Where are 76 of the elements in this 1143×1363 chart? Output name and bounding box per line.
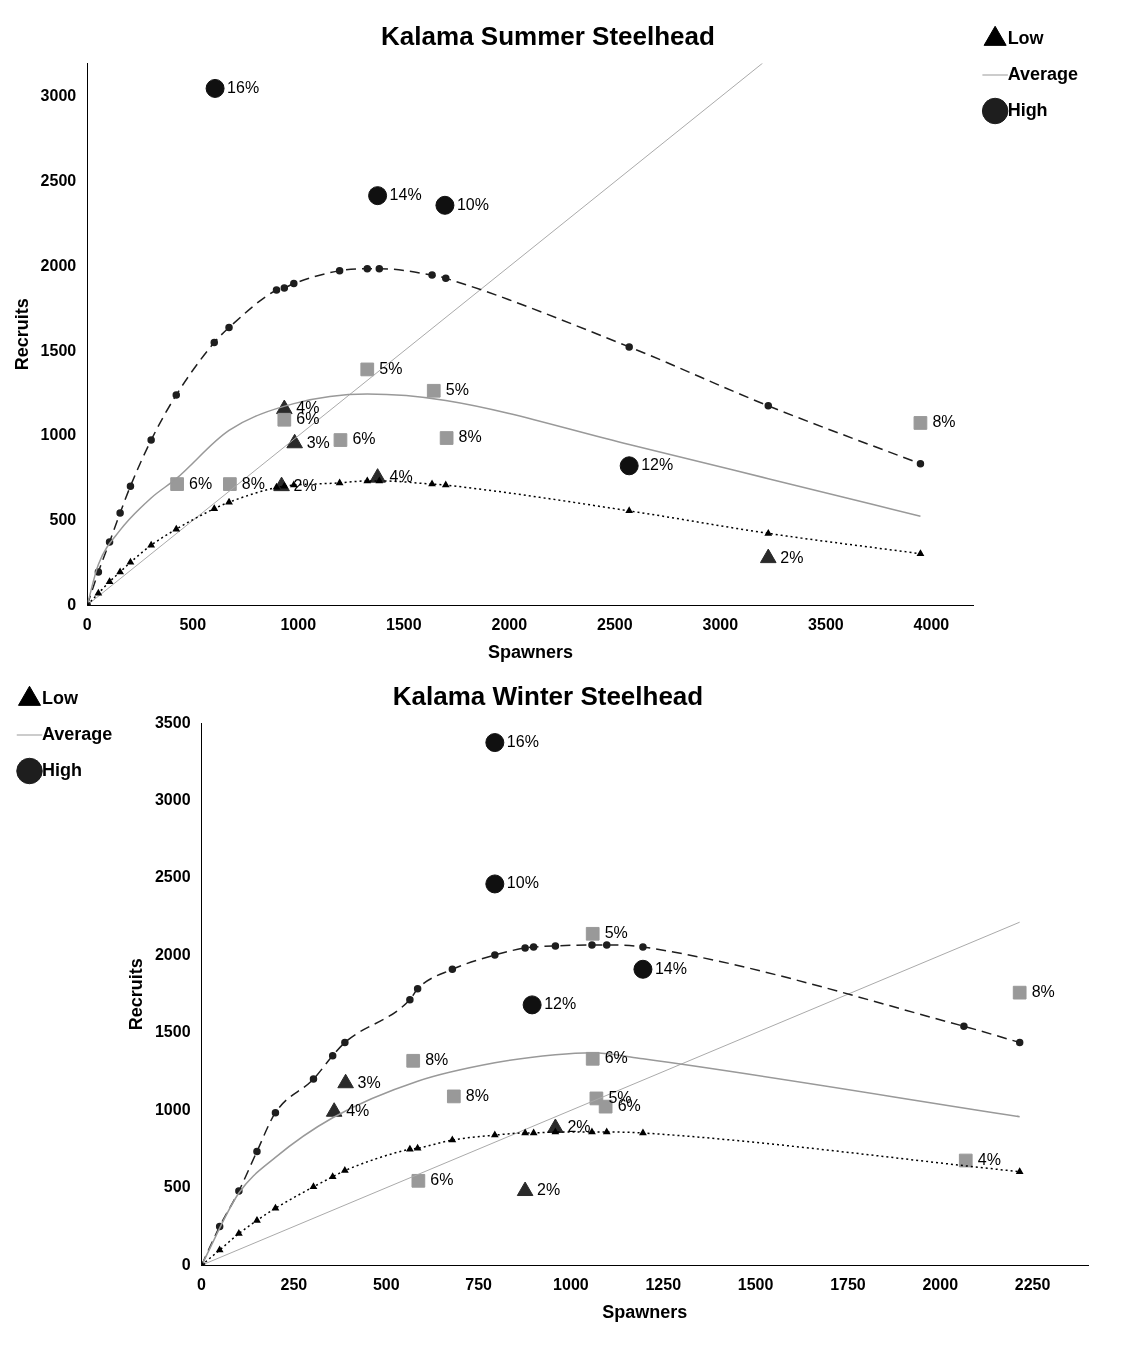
x-tick-label: 750 [465,1276,493,1294]
y-tick-label: 3000 [40,87,77,105]
x-tick-label: 2500 [597,616,633,634]
y-tick-label: 0 [67,595,77,613]
y-tick-label: 1000 [154,1100,191,1118]
legend-label: Low [42,687,79,708]
x-axis-title: Spawners [602,1302,688,1323]
y-tick-label: 1500 [40,341,77,359]
y-tick-label: 2500 [40,172,77,190]
y-axis-title: Recruits [126,958,147,1031]
annotation: 8% [241,474,265,492]
x-tick-label: 2000 [922,1276,959,1294]
x-axis-title: Spawners [487,642,573,663]
annotation: 5% [604,924,628,942]
y-tick-label: 1500 [154,1023,191,1041]
y-tick-label: 2000 [40,256,77,274]
x-tick-label: 1500 [737,1276,774,1294]
annotation: 8% [932,413,956,431]
legend-label: Average [1007,63,1078,84]
annotation: 8% [458,428,482,446]
y-tick-label: 500 [163,1178,191,1196]
annotation: 8% [425,1051,449,1069]
x-tick-label: 2000 [491,616,528,634]
x-tick-label: 250 [280,1276,308,1294]
annotation: 10% [506,874,539,892]
annotation: 3% [357,1073,381,1091]
legend-label: High [42,759,82,780]
x-tick-label: 1000 [280,616,317,634]
chart-title: Kalama Winter Steelhead [392,680,704,711]
y-axis-title: Recruits [11,298,32,371]
annotation: 5% [379,359,403,377]
annotation: 6% [352,430,376,448]
x-tick-label: 1000 [553,1276,589,1294]
y-tick-label: 2000 [154,945,191,963]
annotation: 12% [544,995,577,1013]
x-tick-label: 3000 [702,616,739,634]
annotation: 12% [641,456,674,474]
annotation: 5% [445,381,469,399]
annotation: 3% [306,433,330,451]
annotation: 8% [465,1086,489,1104]
y-tick-label: 1000 [40,426,77,444]
annotation: 2% [537,1181,561,1199]
x-tick-label: 500 [179,616,207,634]
annotation: 16% [506,732,539,750]
x-tick-label: 1500 [385,616,422,634]
annotation: 16% [227,78,260,96]
y-tick-label: 3500 [154,713,191,731]
x-tick-label: 0 [82,616,92,634]
x-tick-label: 1750 [830,1276,866,1294]
annotation: 14% [654,959,687,977]
x-tick-label: 4000 [913,616,950,634]
x-tick-label: 1250 [645,1276,682,1294]
annotation: 10% [456,195,489,213]
annotation: 2% [293,476,317,494]
x-tick-label: 3500 [808,616,844,634]
annotation: 4% [346,1102,370,1120]
y-tick-label: 3000 [154,791,191,809]
annotation: 6% [430,1171,454,1189]
y-tick-label: 2500 [154,868,191,886]
y-tick-label: 500 [49,510,77,528]
annotation: 6% [604,1049,628,1067]
chart-title: Kalama Summer Steelhead [381,20,715,51]
x-tick-label: 0 [197,1276,207,1294]
legend-label: Low [1007,27,1045,48]
annotation: 4% [977,1150,1001,1168]
x-tick-label: 500 [372,1276,400,1294]
annotation: 2% [780,548,804,566]
legend-label: Average [42,723,113,744]
annotation: 4% [389,468,413,486]
annotation: 2% [567,1118,591,1136]
y-tick-label: 0 [181,1255,191,1273]
x-tick-label: 2250 [1014,1276,1051,1294]
annotation: 14% [389,186,422,204]
legend-label: High [1007,99,1048,120]
annotation: 8% [1031,983,1055,1001]
annotation: 6% [189,474,213,492]
